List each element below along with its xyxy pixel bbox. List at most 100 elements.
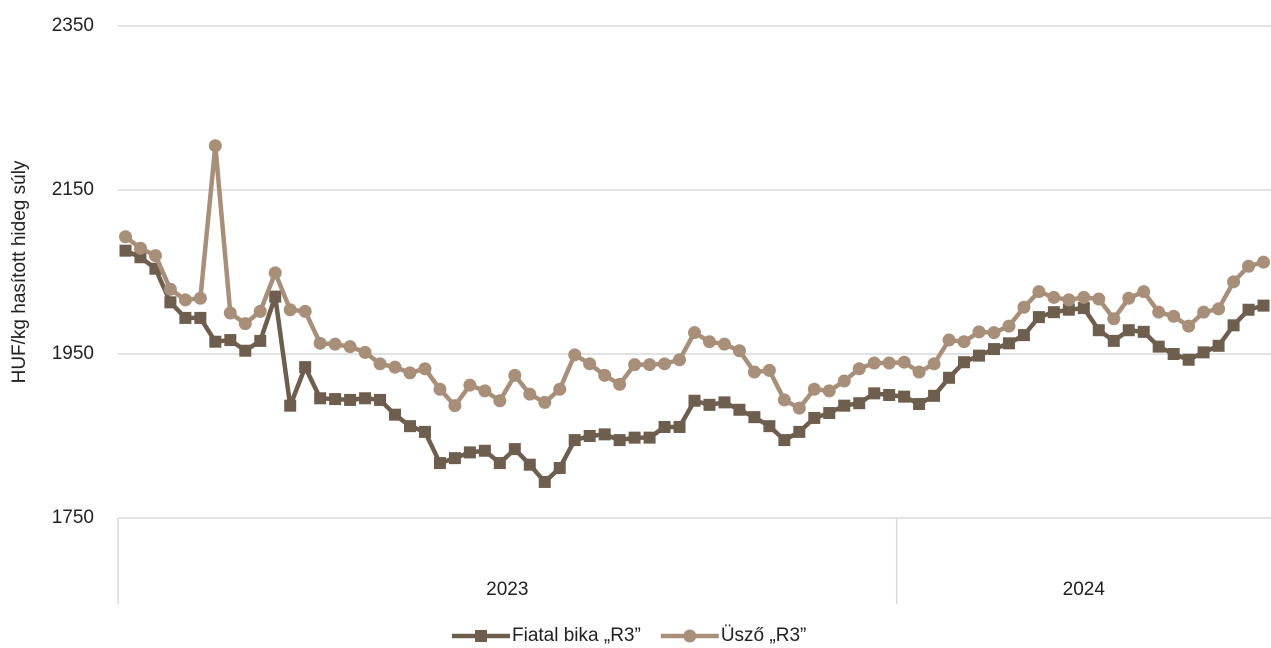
point (1047, 290, 1061, 304)
point (777, 393, 791, 407)
point (418, 425, 431, 438)
point (1137, 325, 1150, 338)
point (1092, 292, 1106, 306)
point (1092, 324, 1105, 337)
series (118, 139, 1271, 415)
point (747, 365, 761, 379)
point (238, 317, 252, 331)
point (987, 343, 1000, 356)
legend-label: Fiatal bika „R3” (512, 625, 641, 646)
point (359, 392, 372, 405)
point (1122, 291, 1136, 305)
point (732, 344, 746, 358)
point (179, 311, 192, 324)
point (613, 434, 626, 447)
point (119, 244, 132, 257)
point (523, 387, 537, 401)
point (658, 357, 672, 371)
point (852, 362, 866, 376)
point (118, 230, 132, 244)
point (973, 349, 986, 362)
point (328, 337, 342, 351)
point (178, 293, 192, 307)
point (957, 335, 971, 349)
point (344, 393, 357, 406)
point (224, 334, 237, 347)
point (987, 326, 1001, 340)
point (1182, 319, 1196, 333)
point (837, 374, 851, 388)
point (148, 249, 162, 263)
point (718, 396, 731, 409)
point (269, 290, 282, 303)
y-tick-label: 2150 (52, 179, 94, 200)
point (403, 366, 417, 380)
point (613, 377, 627, 391)
point (598, 428, 611, 441)
point (883, 389, 896, 401)
point (1107, 312, 1121, 326)
legend: Fiatal bika „R3” Üsző „R3” (452, 625, 806, 646)
point (1032, 311, 1045, 324)
point (688, 394, 701, 407)
point (254, 334, 267, 347)
point (553, 461, 566, 474)
point (808, 411, 821, 424)
point (299, 361, 312, 374)
point (1257, 255, 1271, 269)
point (134, 251, 147, 264)
point (164, 296, 177, 309)
point (972, 325, 986, 339)
x-group-label: 2023 (486, 579, 528, 600)
point (568, 434, 581, 447)
point (268, 266, 282, 280)
point (1062, 303, 1075, 316)
y-tick-label: 2350 (52, 15, 94, 36)
point (868, 387, 881, 400)
point (673, 353, 687, 367)
point (209, 335, 222, 348)
point (853, 397, 866, 410)
point (133, 241, 147, 255)
point (329, 393, 342, 406)
point (583, 430, 596, 442)
point (1257, 299, 1270, 312)
point (822, 384, 836, 398)
point (284, 399, 297, 412)
point (463, 446, 476, 459)
point (193, 291, 207, 305)
point (778, 434, 791, 447)
point (702, 335, 716, 349)
point (253, 304, 267, 318)
point (493, 394, 507, 408)
y-axis-label: HUF/kg hasított hideg súly (9, 160, 30, 383)
line (124, 143, 1265, 411)
point (628, 358, 642, 372)
point (1242, 303, 1255, 316)
legend-label: Üsző „R3” (721, 625, 807, 646)
point (358, 345, 372, 359)
point (403, 420, 416, 433)
point (1242, 259, 1256, 273)
point (194, 311, 207, 324)
point (1077, 290, 1091, 304)
point (928, 389, 941, 402)
point (1182, 353, 1195, 366)
point (343, 340, 357, 354)
point (943, 371, 956, 384)
point (553, 382, 567, 396)
point (493, 457, 506, 470)
point (898, 390, 911, 403)
point (1152, 305, 1166, 319)
point (1227, 275, 1241, 289)
point (912, 365, 926, 379)
point (239, 344, 252, 357)
point (717, 337, 731, 351)
point (792, 401, 806, 415)
point (1167, 309, 1181, 323)
point (1167, 348, 1180, 360)
point (1122, 324, 1135, 337)
point (643, 431, 656, 444)
point (913, 398, 926, 411)
point (703, 398, 716, 411)
